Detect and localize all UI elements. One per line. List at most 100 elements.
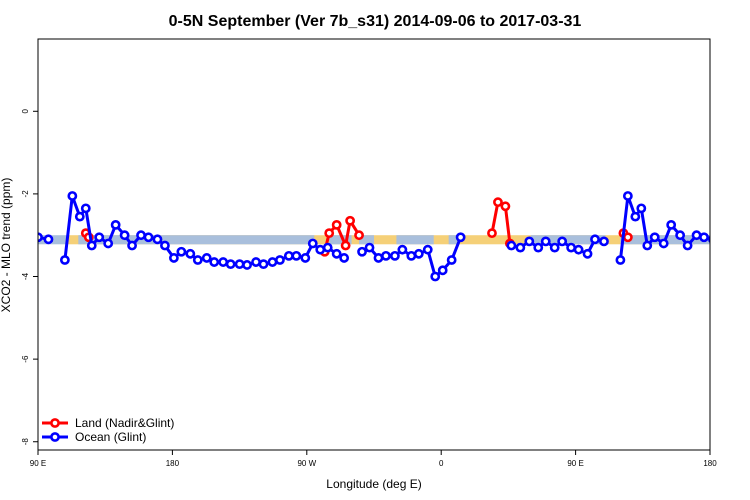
- series-1-point-1-2: [74, 211, 85, 222]
- series-1-point-1-12: [152, 234, 163, 245]
- series-1-point-3-0: [506, 240, 517, 251]
- series-1-point-1-17: [192, 255, 203, 265]
- series-1-point-1-7: [110, 219, 121, 230]
- series-1-point-1-25: [258, 259, 269, 270]
- series-1-point-3-9: [582, 248, 593, 259]
- y-tick-label-4: -8: [21, 438, 30, 446]
- band-1-segment-4: [396, 235, 434, 245]
- series-1-point-1-27: [275, 255, 285, 265]
- series-1-point-1-20: [218, 257, 229, 267]
- series-0-point-1-3: [340, 240, 351, 251]
- legend: Land (Nadir&Glint)Ocean (Glint): [42, 416, 174, 444]
- series-1-point-1-18: [201, 253, 212, 263]
- series-1-point-2-6: [406, 250, 417, 261]
- series-1-point-3-4: [540, 236, 551, 247]
- series-1-point-1-10: [136, 230, 146, 241]
- series-1-point-1-32: [315, 244, 326, 255]
- band-1-segment-2: [329, 235, 352, 245]
- x-tick-label-1: 180: [166, 459, 180, 468]
- series-1-point-1-5: [94, 232, 105, 243]
- series-1-point-1-1: [67, 191, 78, 201]
- series-1-point-4-9: [682, 240, 693, 251]
- series-1-point-1-0: [59, 255, 70, 265]
- series-1-point-1-23: [242, 260, 252, 270]
- series-1-point-4-11: [699, 232, 709, 243]
- series-1-point-3-2: [524, 236, 535, 247]
- series-1-point-3-8: [573, 244, 584, 255]
- series-1-point-2-9: [430, 271, 441, 282]
- series-1-point-3-3: [533, 242, 544, 253]
- legend-item-0: Land (Nadir&Glint): [42, 416, 174, 430]
- series-1-point-2-8: [422, 244, 433, 255]
- series-0-point-2-2: [500, 201, 511, 212]
- series-0-point-2-1: [493, 197, 503, 208]
- series-0-point-2-0: [487, 228, 497, 239]
- series-1-point-2-2: [373, 253, 384, 263]
- plot-frame: [37, 38, 711, 451]
- series-1-point-3-10: [590, 234, 600, 245]
- legend-item-1: Ocean (Glint): [42, 430, 146, 444]
- series-1-point-1-28: [283, 250, 294, 261]
- y-axis-label: XCO2 - MLO trend (ppm): [0, 178, 13, 313]
- x-axis-label: Longitude (deg E): [326, 477, 421, 491]
- band-1-segment-5: [448, 235, 460, 245]
- legend-marker-1: [50, 432, 60, 442]
- y-tick-label-1: -2: [21, 190, 30, 198]
- x-axis: 90 E 180 90 W 0 90 E 180: [30, 450, 717, 468]
- series-1-point-1-22: [234, 259, 245, 270]
- series-1-point-1-6: [103, 238, 114, 249]
- x-tick-label-3: 0: [439, 459, 444, 468]
- series-1-point-2-1: [364, 242, 375, 253]
- series-1-point-1-19: [209, 257, 220, 267]
- series-1-point-1-13: [160, 240, 170, 251]
- series-1-point-3-6: [557, 236, 568, 247]
- x-tick-label-4: 90 E: [567, 459, 583, 468]
- series-1-point-1-9: [127, 240, 137, 251]
- series-1-point-1-29: [291, 250, 302, 261]
- series-1-point-1-34: [331, 248, 342, 259]
- series-1-point-1-26: [267, 257, 278, 267]
- series-0-point-1-5: [354, 230, 364, 241]
- series-1-point-1-3: [80, 203, 91, 214]
- series-1-point-2-5: [397, 244, 408, 255]
- series-0-point-1-1: [324, 228, 335, 239]
- series-layer: [38, 191, 710, 282]
- series-0-point-1-4: [345, 215, 356, 226]
- series-1-point-4-2: [630, 211, 641, 222]
- series-1-point-2-11: [446, 255, 457, 265]
- series-1-point-2-0: [357, 246, 367, 257]
- series-1-point-1-21: [225, 259, 236, 270]
- chart-title: 0-5N September (Ver 7b_s31) 2014-09-06 t…: [169, 13, 582, 30]
- series-1-point-3-7: [566, 242, 577, 253]
- series-1-point-1-15: [176, 246, 187, 257]
- series-1-point-4-8: [675, 230, 686, 241]
- series-1-point-4-4: [642, 240, 653, 251]
- series-1-point-3-11: [599, 236, 609, 247]
- series-1-point-4-6: [658, 238, 669, 249]
- series-1-point-1-11: [143, 232, 154, 243]
- y-axis: 0 -2 -4 -6 -8: [21, 109, 38, 446]
- series-1-point-1-24: [251, 257, 261, 267]
- series-1-point-4-1: [622, 191, 633, 201]
- series-1-point-1-31: [307, 238, 318, 249]
- series-1-point-4-3: [636, 203, 647, 214]
- y-tick-label-2: -4: [21, 272, 30, 280]
- band-0-segment-0: [67, 235, 696, 245]
- legend-label-0: Land (Nadir&Glint): [75, 416, 174, 430]
- series-1-point-1-8: [119, 230, 130, 241]
- series-1-point-2-3: [381, 250, 391, 261]
- series-0-point-1-2: [331, 219, 342, 230]
- y-tick-label-0: 0: [21, 109, 30, 114]
- series-1-point-1-35: [339, 253, 350, 263]
- series-1-point-4-10: [691, 230, 702, 241]
- series-1-point-2-12: [455, 232, 466, 243]
- band-1-segment-1: [78, 235, 315, 245]
- series-1-point-0-1: [43, 234, 54, 245]
- series-1-point-1-16: [185, 248, 196, 259]
- band-1-segment-6: [530, 235, 606, 245]
- y-tick-label-3: -6: [21, 355, 30, 363]
- series-1-point-2-4: [390, 250, 400, 261]
- series-1-point-1-4: [86, 240, 97, 251]
- x-tick-label-2: 90 W: [297, 459, 316, 468]
